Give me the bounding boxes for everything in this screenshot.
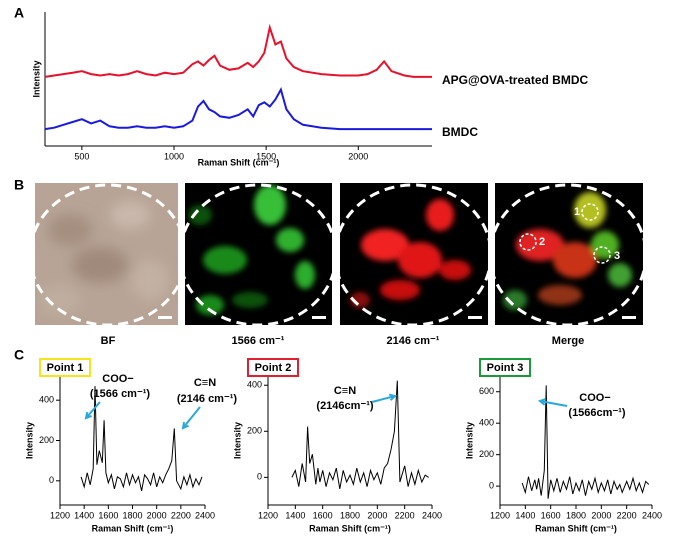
annotation: C≡N — [334, 385, 356, 397]
point-label: Point 2 — [255, 362, 292, 374]
x-tick-label: 1200 — [490, 510, 510, 520]
spectrum-line — [80, 386, 203, 492]
y-tick-label: 400 — [39, 395, 54, 405]
x-tick-label: 2400 — [195, 510, 215, 520]
x-tick-label: 1600 — [98, 510, 118, 520]
point-box — [247, 358, 299, 377]
annotation: (2146 cm⁻¹) — [177, 393, 238, 405]
point-box — [39, 358, 91, 377]
image-label: BF — [101, 335, 116, 347]
arrow-head — [84, 411, 92, 420]
spectrum-line — [44, 86, 432, 131]
point-box — [479, 358, 531, 377]
y-tick-label: 200 — [247, 426, 262, 436]
green-image — [185, 183, 332, 325]
x-axis-label: Raman Shift (cm⁻¹) — [92, 523, 174, 533]
arrow-head — [388, 393, 398, 401]
y-axis-label: Intensity — [464, 422, 474, 459]
annotation: COO− — [102, 373, 133, 385]
series-label: APG@OVA-treated BMDC — [442, 73, 588, 87]
annotation: C≡N — [194, 377, 216, 389]
x-tick-label: 2400 — [642, 510, 662, 520]
x-tick-label: 1600 — [313, 510, 333, 520]
x-tick-label: 1800 — [340, 510, 360, 520]
y-tick-label: 400 — [247, 380, 262, 390]
point-label: Point 1 — [47, 362, 84, 374]
x-tick-label: 1200 — [50, 510, 70, 520]
y-axis-label: Intensity — [31, 60, 41, 97]
x-axis-label: Raman Shift (cm⁻¹) — [309, 523, 391, 533]
annotation: (2146cm⁻¹) — [316, 400, 374, 412]
x-tick-label: 1400 — [285, 510, 305, 520]
x-tick-label: 1800 — [122, 510, 142, 520]
y-tick-label: 0 — [49, 475, 54, 485]
y-tick-label: 600 — [479, 386, 494, 396]
y-tick-label: 200 — [479, 449, 494, 459]
panel-label: C — [14, 347, 24, 363]
merge-image — [495, 183, 643, 325]
x-tick-label: 1600 — [541, 510, 561, 520]
x-tick-label: 1200 — [258, 510, 278, 520]
image-label: 2146 cm⁻¹ — [387, 335, 440, 347]
merge-point-label: 3 — [614, 250, 620, 262]
panel-label: A — [14, 5, 24, 21]
red-image — [340, 183, 488, 325]
spectrum-line — [44, 23, 432, 78]
arrow — [371, 395, 396, 403]
annotation: COO− — [579, 392, 610, 404]
x-tick-label: 1500 — [256, 151, 276, 161]
y-tick-label: 0 — [489, 480, 494, 490]
x-tick-label: 2000 — [367, 510, 387, 520]
arrow — [182, 406, 201, 429]
bf-image — [35, 183, 178, 325]
image-label: Merge — [552, 335, 584, 347]
y-axis-label: Intensity — [24, 422, 34, 459]
x-tick-label: 2000 — [147, 510, 167, 520]
panel-label: B — [14, 177, 24, 193]
merge-point-label: 1 — [574, 206, 580, 218]
image-label: 1566 cm⁻¹ — [232, 335, 285, 347]
x-tick-label: 1400 — [74, 510, 94, 520]
x-tick-label: 2200 — [617, 510, 637, 520]
y-axis-label: Intensity — [232, 422, 242, 459]
arrow-head — [537, 398, 547, 406]
x-tick-label: 2000 — [348, 151, 368, 161]
merge-point-label: 2 — [539, 236, 545, 248]
x-axis-label: Raman Shift (cm⁻¹) — [535, 523, 617, 533]
spectrum-line — [291, 380, 429, 489]
x-tick-label: 1800 — [566, 510, 586, 520]
x-tick-label: 2000 — [591, 510, 611, 520]
x-tick-label: 2200 — [395, 510, 415, 520]
point-label: Point 3 — [487, 362, 524, 374]
series-label: BMDC — [442, 125, 478, 139]
y-tick-label: 200 — [39, 435, 54, 445]
spectrum-line — [521, 385, 650, 499]
annotation: (1566cm⁻¹) — [568, 407, 626, 419]
annotation: (1566 cm⁻¹) — [90, 388, 151, 400]
x-tick-label: 1400 — [515, 510, 535, 520]
x-tick-label: 2200 — [171, 510, 191, 520]
y-tick-label: 0 — [257, 472, 262, 482]
y-tick-label: 400 — [479, 418, 494, 428]
x-tick-label: 500 — [74, 151, 89, 161]
arrow — [539, 400, 568, 407]
x-tick-label: 1000 — [164, 151, 184, 161]
arrow-head — [181, 421, 189, 430]
x-axis-label: Raman Shift (cm⁻¹) — [198, 157, 280, 167]
x-tick-label: 2400 — [422, 510, 442, 520]
arrow — [85, 401, 101, 419]
